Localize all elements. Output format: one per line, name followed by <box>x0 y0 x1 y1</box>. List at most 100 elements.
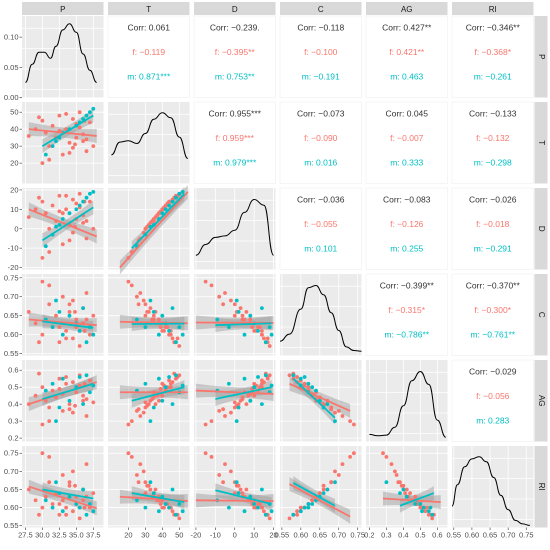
fit-line-m <box>215 322 272 327</box>
point-m <box>67 313 72 318</box>
point-m <box>157 376 161 381</box>
corr-overall: Corr: 0.427** <box>382 23 432 33</box>
point-f <box>348 455 352 459</box>
point-m <box>74 502 79 506</box>
corr-group-f: f: −0.368* <box>474 47 511 57</box>
density-curve-c <box>279 284 362 352</box>
point-m <box>236 405 241 410</box>
y-tick-label-ri: 0.55 <box>4 521 19 530</box>
fit-line-f <box>195 389 274 395</box>
point-f <box>77 191 82 196</box>
point-f <box>260 381 264 386</box>
row-strip-label-ri: RI <box>537 483 546 491</box>
point-f <box>258 385 262 390</box>
point-f <box>84 137 89 142</box>
point-f <box>244 487 249 492</box>
point-m <box>267 325 272 329</box>
point-m <box>260 402 264 406</box>
fit-line-m <box>292 378 336 419</box>
fit-line-m <box>215 489 272 505</box>
point-m <box>84 340 89 345</box>
point-f <box>295 512 299 517</box>
point-f <box>57 209 62 214</box>
point-f <box>64 329 68 333</box>
point-f <box>203 451 208 456</box>
y-tick-label-c: 0.70 <box>4 292 19 301</box>
point-f <box>91 144 96 149</box>
point-m <box>236 491 241 495</box>
point-m <box>157 509 161 514</box>
y-tick-label-ri: 0.65 <box>4 485 19 494</box>
point-m <box>43 388 48 393</box>
point-f <box>71 336 75 341</box>
point-f <box>141 410 146 415</box>
point-f <box>47 283 52 288</box>
point-m <box>227 381 231 386</box>
fit-line-m <box>131 386 185 402</box>
x-tick-label-d: 10 <box>250 531 258 540</box>
point-f <box>267 344 272 348</box>
x-tick-label-ri: 0.55 <box>447 531 462 540</box>
point-f <box>143 302 148 307</box>
corr-overall: Corr: 0.061 <box>127 23 170 33</box>
x-tick-label-c: 0.60 <box>294 531 309 540</box>
point-f <box>403 491 407 495</box>
corr-group-m: m: −0.291 <box>474 244 512 254</box>
point-f <box>260 329 264 333</box>
fit-line-f <box>289 483 351 518</box>
point-m <box>252 385 257 390</box>
point-m <box>234 419 239 423</box>
point-f <box>67 483 72 488</box>
point-m <box>252 502 257 506</box>
point-f <box>82 505 87 510</box>
point-f <box>217 294 222 299</box>
panel-t-p <box>22 102 104 184</box>
point-m <box>167 505 172 510</box>
corr-overall: Corr: −0.026 <box>469 195 517 205</box>
row-strip-t <box>534 102 548 184</box>
point-m <box>60 376 65 381</box>
y-tick-label-d: 0 <box>14 224 18 233</box>
column-strip-d <box>194 2 276 15</box>
point-m <box>57 405 62 410</box>
point-f <box>67 480 72 485</box>
point-f <box>155 213 160 218</box>
x-tick-label-t: 40 <box>158 531 166 540</box>
point-f <box>64 193 68 198</box>
point-m <box>81 199 85 204</box>
point-f <box>223 414 227 418</box>
corr-group-m: m: 0.283 <box>476 416 509 426</box>
point-f <box>321 483 326 488</box>
point-f <box>396 480 401 485</box>
point-f <box>43 494 48 499</box>
point-m <box>54 224 58 229</box>
corr-overall: Corr: −0.073 <box>297 109 345 119</box>
point-f <box>165 325 170 329</box>
point-f <box>67 140 72 145</box>
x-tick-label-c: 0.75 <box>350 531 365 540</box>
point-f <box>306 387 311 391</box>
point-f <box>84 317 89 322</box>
point-m <box>57 310 62 314</box>
point-f <box>40 199 45 204</box>
corr-group-f: f: −0.300* <box>474 305 511 315</box>
point-f <box>258 325 262 329</box>
point-f <box>252 393 257 398</box>
point-m <box>91 106 96 111</box>
point-m <box>163 502 168 506</box>
row-strip-label-d: D <box>537 226 546 232</box>
point-f <box>57 502 62 506</box>
point-f <box>60 211 65 216</box>
point-f <box>425 505 429 510</box>
point-f <box>217 409 222 413</box>
point-m <box>160 211 165 216</box>
point-m <box>298 509 303 514</box>
point-f <box>82 381 87 386</box>
point-f <box>74 390 79 395</box>
point-f <box>88 120 92 125</box>
point-f <box>423 509 428 514</box>
point-m <box>306 505 311 510</box>
point-f <box>71 380 75 384</box>
point-f <box>57 193 62 198</box>
corr-group-f: f: −0.126 <box>390 219 424 229</box>
